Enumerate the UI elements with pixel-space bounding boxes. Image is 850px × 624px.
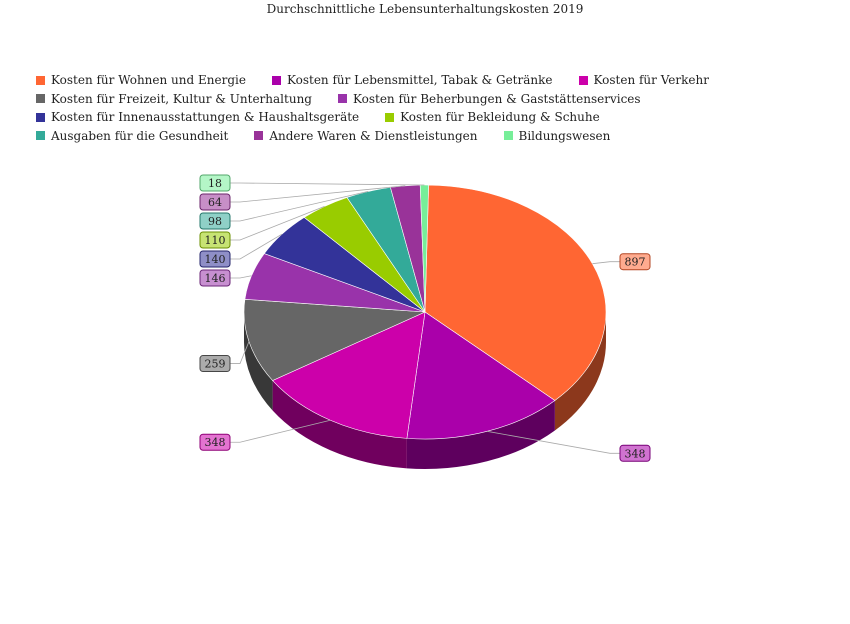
legend-label: Ausgaben für die Gesundheit	[51, 128, 229, 143]
leader-line	[230, 185, 406, 203]
legend-item[interactable]: Bildungswesen	[503, 127, 611, 145]
legend-label: Kosten für Verkehr	[593, 73, 709, 87]
pie-slice[interactable]	[406, 311, 556, 440]
legend-swatch	[254, 131, 264, 140]
data-label-value: 259	[205, 358, 226, 371]
data-label-box	[199, 355, 231, 373]
legend-item[interactable]: Kosten für Lebensmittel, Tabak & Getränk…	[271, 71, 553, 89]
data-label-box	[199, 433, 231, 451]
pie-top	[243, 184, 607, 440]
data-label-value: 18	[208, 177, 222, 190]
leader-line	[487, 430, 620, 454]
legend-swatch	[503, 131, 513, 140]
legend-label: Kosten für Freizeit, Kultur & Unterhaltu…	[51, 91, 312, 106]
legend-item[interactable]: Kosten für Innenausstattungen & Haushalt…	[36, 108, 359, 126]
data-label: 64	[199, 193, 231, 211]
pie-slice-side	[554, 312, 606, 431]
data-label-value: 897	[625, 256, 646, 269]
legend-item[interactable]: Kosten für Freizeit, Kultur & Unterhaltu…	[36, 90, 312, 108]
pie-labels: 897 348 18 64 98 110 140 146 259 348	[199, 174, 651, 462]
data-label: 259	[199, 355, 231, 373]
data-label: 140	[199, 250, 231, 268]
data-label: 146	[199, 269, 231, 287]
data-label-box	[199, 250, 231, 268]
legend-item[interactable]: Kosten für Wohnen und Energie	[36, 71, 246, 89]
data-label: 110	[199, 231, 231, 249]
legend-label: Kosten für Bekleidung & Schuhe	[400, 110, 600, 124]
data-label-box	[199, 269, 231, 287]
legend-swatch	[36, 131, 45, 140]
legend-item[interactable]: Kosten für Verkehr	[578, 71, 709, 89]
pie-slice-side	[406, 400, 555, 469]
leader-line	[230, 341, 250, 364]
legend-swatch	[36, 75, 45, 85]
leader-line	[230, 419, 331, 443]
legend-label: Kosten für Wohnen und Energie	[51, 73, 246, 87]
legend-item[interactable]: Ausgaben für die Gesundheit	[36, 127, 228, 145]
data-label-box	[619, 444, 651, 462]
pie-slice[interactable]	[424, 184, 607, 401]
data-label-value: 98	[208, 215, 222, 228]
leader-line	[230, 233, 283, 260]
legend-label: Andere Waren & Dienstleistungen	[269, 128, 478, 143]
data-label-box	[619, 253, 651, 271]
legend-item[interactable]: Kosten für Beherbungen & Gaststättenserv…	[337, 90, 641, 108]
leader-line	[592, 261, 620, 265]
leader-line	[230, 275, 252, 279]
data-label-value: 348	[625, 447, 646, 460]
legend-item[interactable]: Andere Waren & Dienstleistungen	[254, 127, 478, 145]
legend-label: Kosten für Beherbungen & Gaststättenserv…	[352, 91, 641, 106]
data-label: 98	[199, 212, 231, 230]
legend-label: Kosten für Lebensmittel, Tabak & Getränk…	[286, 73, 553, 87]
data-label-box	[199, 174, 231, 192]
data-label-value: 140	[205, 253, 226, 266]
legend: Kosten für Wohnen und Energie Kosten für …	[36, 71, 826, 145]
data-label-box	[199, 212, 231, 230]
chart-title: Durchschnittliche Lebensunterhaltungskos…	[266, 2, 584, 16]
data-label: 348	[619, 444, 651, 462]
legend-label: Bildungswesen	[518, 128, 611, 143]
legend-label: Kosten für Innenausstattungen & Haushalt…	[51, 110, 360, 124]
data-label-box	[199, 193, 231, 211]
legend-swatch	[271, 75, 281, 85]
data-label: 18	[199, 174, 231, 192]
leader-line	[230, 182, 425, 186]
data-label-value: 146	[205, 272, 226, 285]
legend-swatch	[337, 94, 347, 103]
leader-line	[230, 205, 325, 241]
pie-sides	[244, 312, 606, 469]
data-label: 348	[199, 433, 231, 451]
data-label-value: 348	[205, 436, 226, 449]
pie-slice[interactable]	[272, 311, 426, 439]
legend-swatch	[578, 75, 588, 85]
pie-slice-side	[244, 312, 273, 411]
leader-line	[230, 191, 369, 222]
pie-slice[interactable]	[243, 298, 426, 381]
data-label-box	[199, 231, 231, 249]
data-label: 897	[619, 253, 651, 271]
data-label-value: 110	[205, 234, 226, 247]
pie-slice-side	[272, 380, 407, 469]
legend-item[interactable]: Kosten für Bekleidung & Schuhe	[385, 108, 600, 126]
legend-swatch	[385, 112, 395, 122]
legend-swatch	[36, 94, 45, 103]
legend-swatch	[36, 112, 45, 122]
data-label-value: 64	[208, 196, 222, 209]
